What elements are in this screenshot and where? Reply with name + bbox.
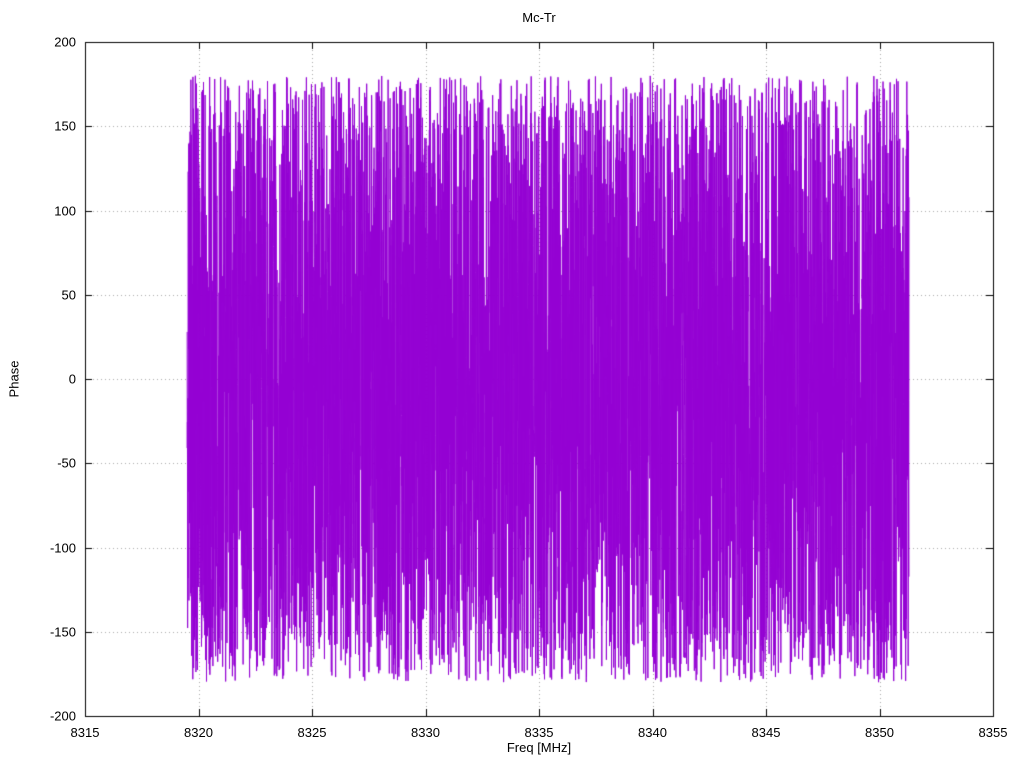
x-tick-label: 8335: [524, 725, 554, 740]
x-tick-label: 8325: [297, 725, 327, 740]
y-tick-label: -200: [49, 708, 76, 724]
y-tick-label: -100: [49, 540, 76, 555]
x-tick-label: 8350: [865, 725, 894, 740]
y-tick-label: -50: [57, 455, 76, 471]
x-tick-label: 8340: [638, 725, 667, 740]
y-tick-label: 50: [61, 287, 76, 303]
y-tick-label: -150: [49, 624, 76, 640]
x-tick-label: 8355: [978, 725, 1008, 740]
y-tick-label: 150: [54, 118, 76, 134]
x-axis-label: Freq [MHz]: [506, 740, 572, 755]
y-tick-label: 0: [68, 371, 76, 387]
x-tick-label: 8345: [751, 725, 781, 740]
x-tick-label: 8320: [184, 725, 213, 740]
x-tick-label: 8315: [70, 725, 100, 740]
y-axis-label: Phase: [6, 360, 22, 398]
y-tick-label: 100: [54, 203, 76, 218]
y-tick-label: 200: [54, 34, 76, 50]
chart-title: Mc-Tr: [522, 10, 556, 25]
x-tick-label: 8330: [411, 725, 440, 740]
